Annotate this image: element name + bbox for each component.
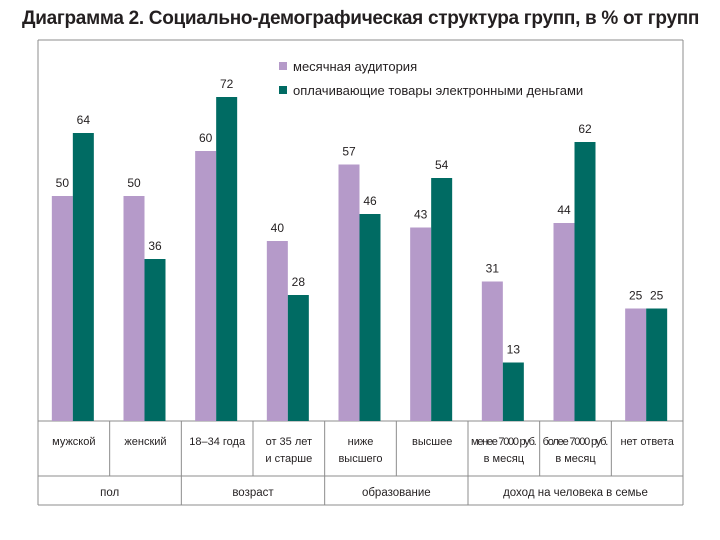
bar-2-series-1	[123, 196, 145, 421]
bar-9-series-2	[646, 308, 668, 421]
group-label-4: доход на человека в семье	[503, 487, 648, 499]
bar-6-series-1	[410, 227, 432, 421]
category-label-7-line-2: в месяц	[484, 453, 525, 465]
value-label-4-series-2: 28	[292, 275, 306, 289]
bar-3-series-2	[216, 97, 238, 421]
bar-7-series-2	[502, 362, 524, 421]
category-label-2-line-1: женский	[124, 436, 166, 448]
bar-2-series-2	[144, 259, 166, 421]
group-label-2: возраст	[232, 487, 274, 499]
bar-4-series-1	[266, 241, 288, 421]
bar-5-series-1	[338, 164, 360, 421]
chart-title: Диаграмма 2. Социально-демографическая с…	[22, 8, 700, 29]
value-label-5-series-2: 46	[363, 194, 377, 208]
bar-4-series-2	[287, 295, 309, 421]
value-label-2-series-1: 50	[127, 176, 141, 190]
x-axis: мужской женский 18–34 года от 35 лет и старш…	[52, 421, 675, 505]
bars-layer	[51, 97, 668, 421]
group-label-3: образование	[362, 487, 431, 499]
value-label-9-series-2: 25	[650, 289, 664, 303]
bar-8-series-2	[574, 142, 596, 421]
bar-7-series-1	[481, 281, 503, 421]
category-label-4-line-2: и старше	[265, 453, 312, 465]
value-label-3-series-2: 72	[220, 77, 234, 91]
value-label-7-series-2: 13	[507, 343, 521, 357]
legend-label-2: оплачивающие товары электронными деньгам…	[293, 83, 583, 98]
category-label-5-line-2: высшего	[338, 453, 382, 465]
category-label-8-line-1: более 7000 руб.	[543, 436, 609, 448]
value-label-6-series-2: 54	[435, 158, 449, 172]
category-label-3-line-1: 18–34 года	[189, 436, 246, 448]
value-label-9-series-1: 25	[629, 289, 643, 303]
value-label-3-series-1: 60	[199, 131, 213, 145]
group-label-1: пол	[100, 487, 119, 499]
value-label-2-series-2: 36	[148, 239, 162, 253]
category-label-5-line-1: ниже	[348, 436, 374, 448]
chart-legend: месячная аудитория оплачивающие товары эл…	[279, 59, 583, 98]
category-label-6-line-1: высшее	[412, 436, 452, 448]
bar-1-series-2	[72, 133, 94, 421]
bar-3-series-1	[195, 151, 217, 421]
bar-8-series-1	[553, 223, 575, 421]
bar-5-series-2	[359, 214, 381, 421]
legend-swatch-2	[279, 86, 287, 94]
data-labels-layer: 50 64 50 36 60 72 40 28 57 46 43 54 31 13 44 62 25 25	[56, 77, 664, 357]
value-label-4-series-1: 40	[271, 221, 285, 235]
value-label-1-series-1: 50	[56, 176, 70, 190]
category-label-4-line-1: от 35 лет	[266, 436, 312, 448]
bar-6-series-2	[431, 178, 453, 421]
value-label-8-series-2: 62	[578, 122, 592, 136]
value-label-5-series-1: 57	[342, 145, 356, 159]
bar-9-series-1	[625, 308, 647, 421]
category-label-7-line-1: менее 7000 руб.	[471, 436, 537, 448]
value-label-6-series-1: 43	[414, 208, 428, 222]
legend-label-1: месячная аудитория	[293, 59, 417, 74]
value-label-1-series-2: 64	[77, 113, 91, 127]
category-label-1-line-1: мужской	[52, 436, 95, 448]
value-label-7-series-1: 31	[486, 262, 500, 276]
category-label-9-line-1: нет ответа	[620, 436, 674, 448]
category-label-8-line-2: в месяц	[555, 453, 596, 465]
value-label-8-series-1: 44	[557, 203, 571, 217]
legend-swatch-1	[279, 62, 287, 70]
bar-1-series-1	[51, 196, 73, 421]
